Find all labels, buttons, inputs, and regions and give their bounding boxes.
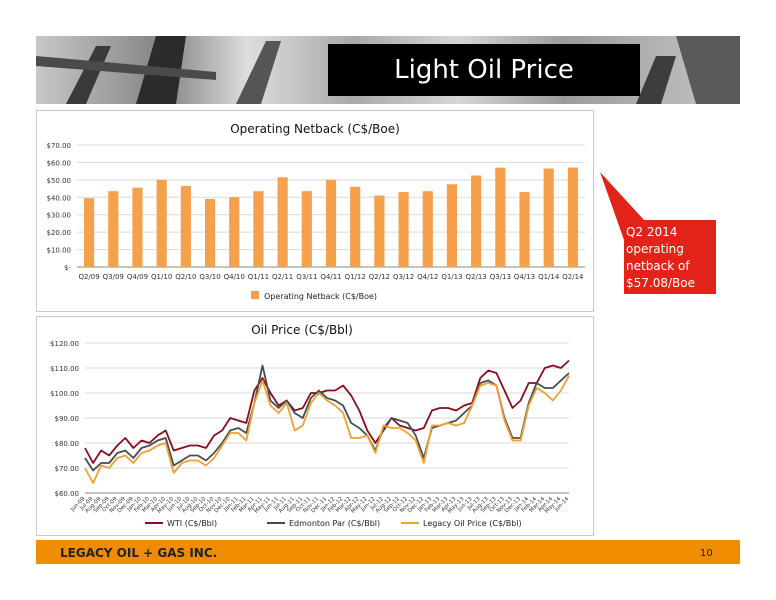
oil-price-chart-panel: Oil Price (C$/Bbl) $60.00 $70.00 $80.00 $90… [36,316,594,536]
oil-price-legend-label: Legacy Oil Price (C$/Bbl) [423,519,522,528]
oil-price-series-line [84,375,570,484]
netback-bar [471,175,482,267]
footer-bar [36,540,740,564]
netback-x-tick-label: Q3/11 [296,273,317,281]
netback-x-tick-label: Q3/10 [199,273,220,281]
netback-callout [600,172,716,294]
netback-bars [84,167,578,267]
netback-y-tick-label: $70.00 [47,142,72,150]
oil-price-lines [84,359,570,484]
oil-price-series-line [84,364,570,472]
netback-bar [277,177,288,267]
netback-y-axis: $- $10.00 $20.00 $30.00 $40.00 $50.00 $60.00 $7… [47,142,72,272]
netback-x-tick-label: Q3/09 [103,273,124,281]
netback-bar [519,192,530,267]
oil-price-y-tick-label: $90.00 [55,415,80,423]
netback-x-tick-label: Q2/09 [78,273,99,281]
netback-bar [108,191,119,267]
netback-bar [301,191,312,267]
netback-y-tick-label: $50.00 [47,177,72,185]
callout-shape [600,172,716,294]
netback-chart-panel: Operating Netback (C$/Boe) $- $10.00 $20.0… [36,110,594,312]
oil-price-y-tick-label: $60.00 [55,490,80,498]
callout-text: Q2 2014 operating netback of $57.08/Boe [626,225,695,290]
netback-bar [446,184,458,267]
netback-bar [180,185,191,267]
netback-x-tick-label: Q2/14 [562,273,584,281]
netback-x-tick-label: Q2/11 [272,273,293,281]
oil-price-y-tick-label: $100.00 [50,390,79,398]
netback-bar [422,191,433,267]
oil-price-legend-label: Edmonton Par (C$/Bbl) [289,519,380,528]
netback-legend-swatch [251,291,259,299]
oil-price-legend: WTI (C$/Bbl) Edmonton Par (C$/Bbl) Legacy … [145,519,522,528]
oil-price-y-tick-label: $70.00 [55,465,80,473]
netback-y-tick-label: $60.00 [47,159,72,167]
footer-company-name: LEGACY OIL + GAS INC. [60,546,218,560]
netback-bar [156,179,167,267]
netback-bar [229,197,240,267]
netback-x-tick-label: Q1/11 [248,273,269,281]
netback-x-axis: Q2/09 Q3/09 Q4/09 Q1/10 Q2/10 Q3/10 Q4/10 Q1/11… [78,273,584,281]
netback-x-tick-label: Q4/11 [320,273,341,281]
netback-bar [84,198,95,267]
oil-price-y-tick-label: $120.00 [50,340,79,348]
oil-price-gridlines [85,342,569,494]
netback-x-tick-label: Q3/13 [490,273,511,281]
netback-x-tick-label: Q4/13 [514,273,535,281]
oil-price-chart-title: Oil Price (C$/Bbl) [251,323,353,337]
netback-x-tick-label: Q1/13 [441,273,462,281]
netback-x-tick-label: Q1/14 [538,273,560,281]
netback-x-tick-label: Q2/12 [369,273,390,281]
netback-x-tick-label: Q4/10 [224,273,245,281]
netback-bar [350,186,361,267]
oil-price-series-line [84,359,570,464]
oil-price-y-axis: $60.00 $70.00 $80.00 $90.00 $100.00 $110.00 $1… [50,340,79,498]
netback-bar [567,167,578,267]
netback-x-tick-label: Q4/09 [127,273,148,281]
netback-bar [204,199,216,267]
netback-x-tick-label: Q3/12 [393,273,414,281]
oil-price-line-chart: Oil Price (C$/Bbl) $60.00 $70.00 $80.00 $90… [50,323,571,528]
page-number: 10 [700,548,713,559]
oil-price-legend-label: WTI (C$/Bbl) [167,519,217,528]
oil-price-y-tick-label: $80.00 [55,440,80,448]
netback-bar [374,195,385,267]
netback-y-tick-label: $40.00 [47,194,72,202]
netback-bar-chart: Operating Netback (C$/Boe) $- $10.00 $20.0… [47,122,585,301]
netback-y-tick-label: $- [64,264,71,272]
oil-price-x-axis: Jun-09Jul-09Aug-09Sep-09Oct-09Nov-09Dec-… [69,496,571,515]
netback-bar [132,187,143,267]
oil-price-y-tick-label: $110.00 [50,365,79,373]
netback-bar [495,167,506,267]
netback-y-tick-label: $10.00 [47,247,72,255]
netback-y-tick-label: $30.00 [47,212,72,220]
netback-x-tick-label: Q1/10 [151,273,172,281]
page-title: Light Oil Price Advantage [328,44,640,137]
netback-legend-label: Operating Netback (C$/Boe) [264,292,377,301]
netback-x-tick-label: Q1/12 [345,273,366,281]
netback-bar [398,192,409,267]
netback-x-tick-label: Q4/12 [417,273,438,281]
netback-x-tick-label: Q2/10 [175,273,196,281]
netback-bar [325,179,337,267]
netback-chart-title: Operating Netback (C$/Boe) [230,122,400,136]
netback-y-tick-label: $20.00 [47,229,72,237]
netback-x-tick-label: Q2/13 [466,273,487,281]
netback-bar [543,168,554,267]
netback-bar [253,191,264,267]
